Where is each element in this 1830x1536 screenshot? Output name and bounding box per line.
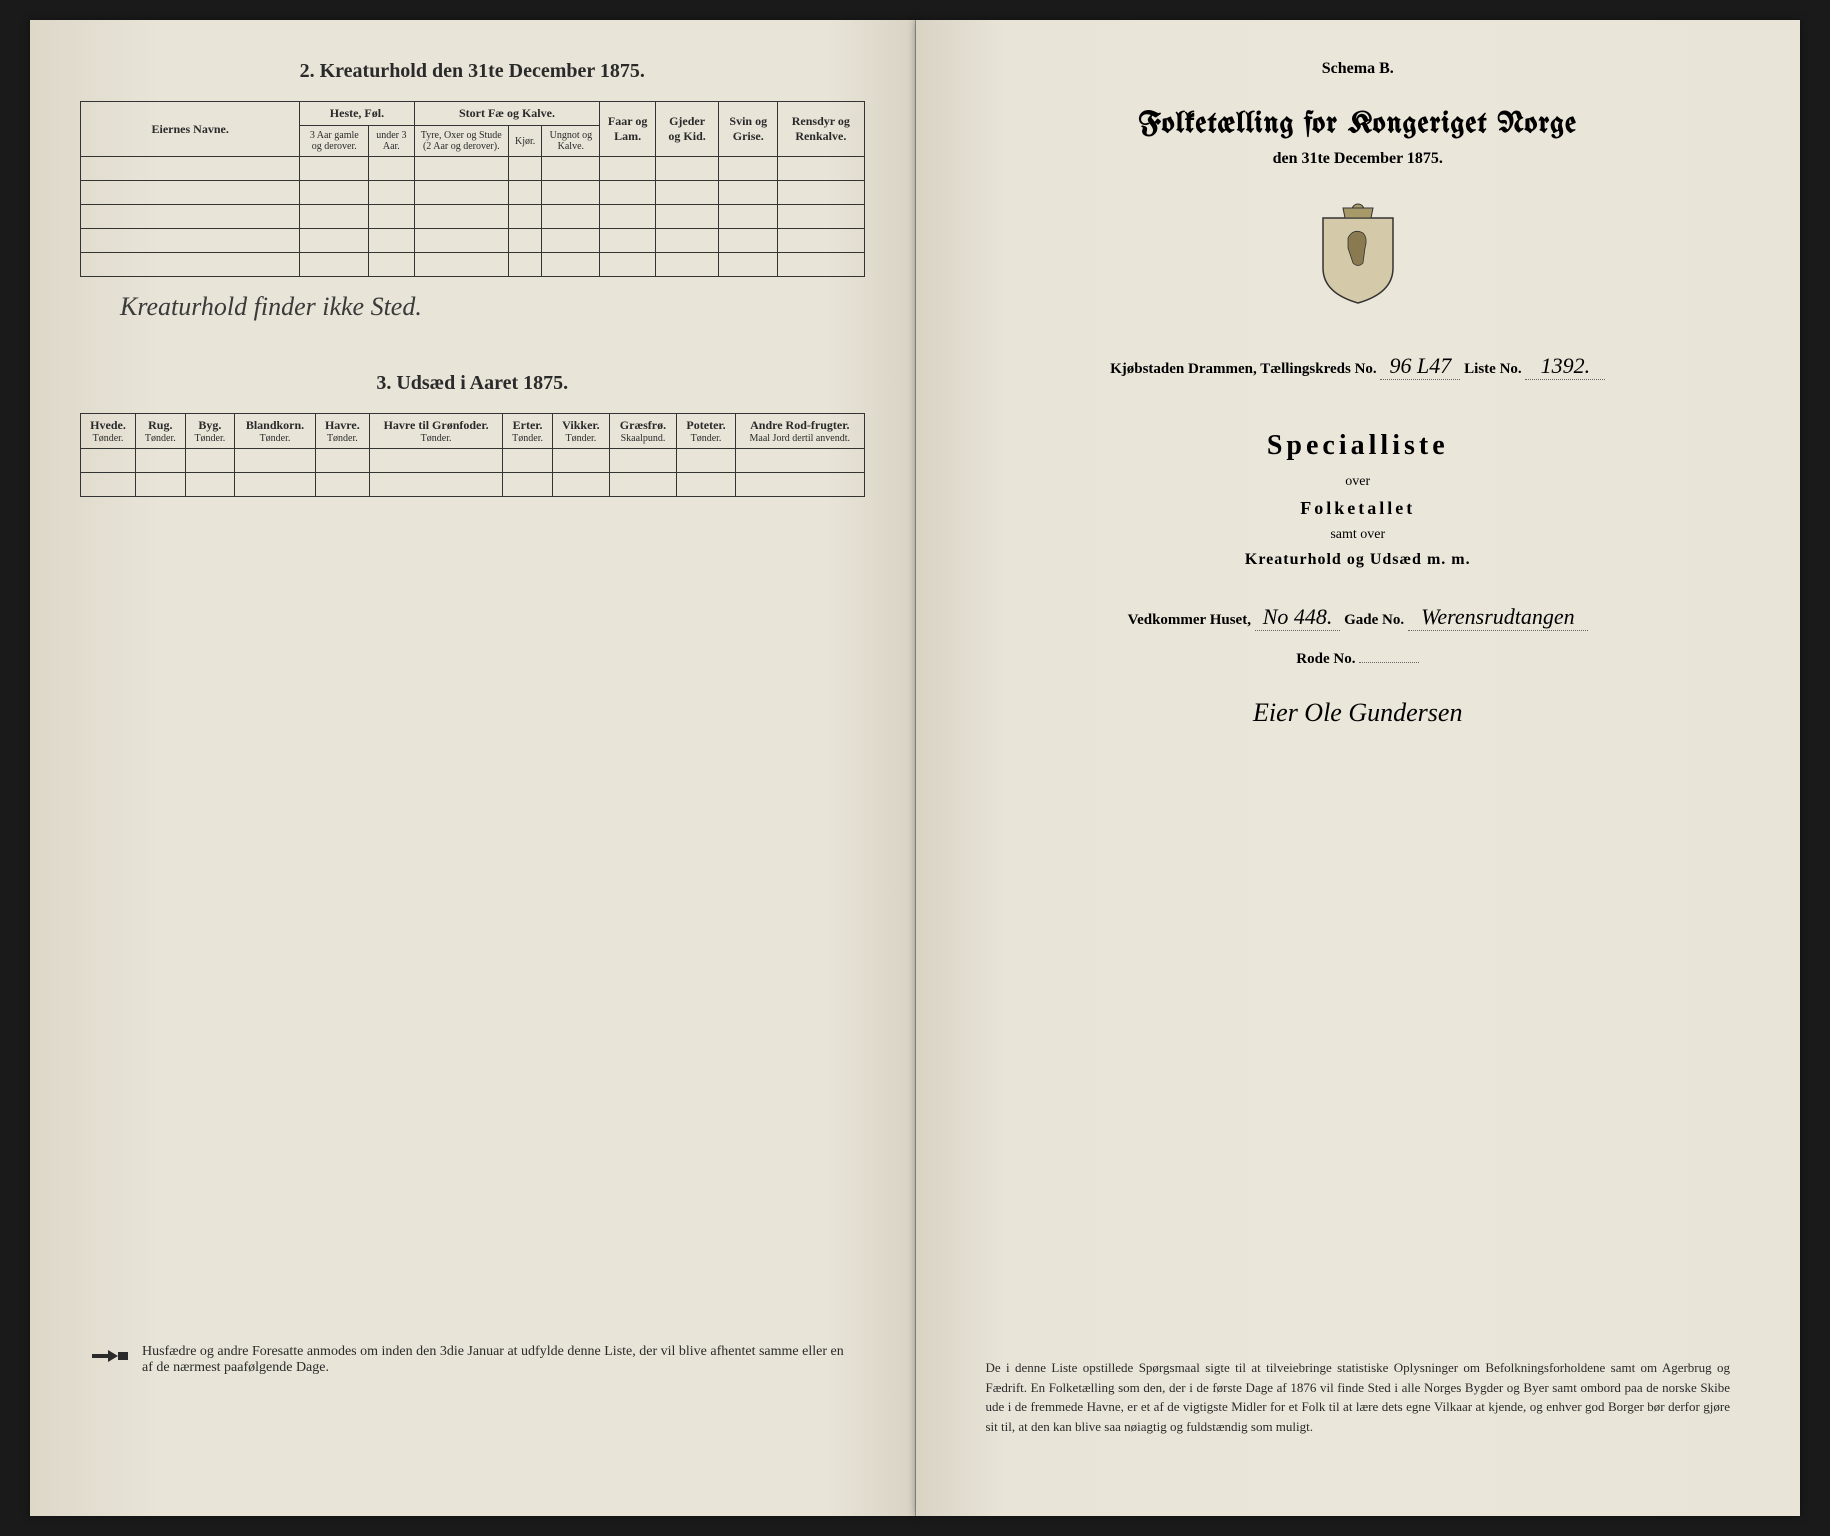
table-cell bbox=[136, 473, 186, 497]
table-cell bbox=[552, 449, 609, 473]
signature-text: Eier Ole Gundersen bbox=[1253, 698, 1462, 727]
section3-title: 3. Udsæd i Aaret 1875. bbox=[80, 372, 865, 395]
schema-label: Schema B. bbox=[966, 60, 1751, 78]
table-cell bbox=[235, 449, 316, 473]
table-cell bbox=[369, 449, 502, 473]
udsaed-col-header: Byg.Tønder. bbox=[185, 414, 235, 449]
kjobstaden-line: Kjøbstaden Drammen, Tællingskreds No. 96… bbox=[966, 353, 1751, 380]
rode-line: Rode No. bbox=[966, 651, 1751, 668]
udsaed-col-header: Poteter.Tønder. bbox=[677, 414, 736, 449]
stortfe-sub1: Tyre, Oxer og Stude (2 Aar og derover). bbox=[414, 126, 508, 157]
samt-over-text: samt over bbox=[966, 527, 1751, 543]
gade-label: Gade No. bbox=[1344, 612, 1404, 628]
heste-sub1: 3 Aar gamle og derover. bbox=[300, 126, 369, 157]
table-cell bbox=[677, 449, 736, 473]
specialliste-title: Specialliste bbox=[966, 430, 1751, 462]
col-faar: Faar og Lam. bbox=[600, 102, 655, 157]
stortfe-sub3: Ungnot og Kalve. bbox=[542, 126, 600, 157]
col-stortfe: Stort Fæ og Kalve. bbox=[414, 102, 600, 126]
table-cell bbox=[736, 449, 864, 473]
table-row bbox=[81, 181, 865, 205]
col-gjeder: Gjeder og Kid. bbox=[655, 102, 718, 157]
udsaed-col-header: Hvede.Tønder. bbox=[81, 414, 136, 449]
folketallet-text: Folketallet bbox=[966, 498, 1751, 519]
coat-of-arms-icon bbox=[966, 198, 1751, 313]
handwritten-note: Kreaturhold finder ikke Sted. bbox=[120, 292, 865, 322]
decree-text: De i denne Liste opstillede Spørgsmaal s… bbox=[986, 1358, 1731, 1436]
taellingskreds-label: Tællingskreds No. bbox=[1260, 361, 1376, 377]
udsaed-table: Hvede.Tønder.Rug.Tønder.Byg.Tønder.Bland… bbox=[80, 413, 865, 497]
table-cell bbox=[609, 449, 676, 473]
udsaed-col-header: Havre til Grønfoder.Tønder. bbox=[369, 414, 502, 449]
kreaturhold-text: Kreaturhold og Udsæd m. m. bbox=[966, 551, 1751, 569]
taellingskreds-value: 96 L47 bbox=[1380, 353, 1460, 380]
gade-value: Werensrudtangen bbox=[1408, 604, 1588, 631]
rode-label: Rode No. bbox=[1296, 651, 1355, 667]
table-cell bbox=[235, 473, 316, 497]
table-row bbox=[81, 229, 865, 253]
rode-value bbox=[1359, 662, 1419, 663]
liste-value: 1392. bbox=[1525, 353, 1605, 380]
table-cell bbox=[609, 473, 676, 497]
table-cell bbox=[369, 473, 502, 497]
footer-text: Husfædre og andre Foresatte anmodes om i… bbox=[142, 1344, 855, 1376]
vedkommer-value: No 448. bbox=[1255, 604, 1341, 631]
vedkommer-line: Vedkommer Huset, No 448. Gade No. Werens… bbox=[966, 604, 1751, 631]
vedkommer-label: Vedkommer Huset, bbox=[1128, 612, 1251, 628]
col-svin: Svin og Grise. bbox=[719, 102, 778, 157]
footer-note: Husfædre og andre Foresatte anmodes om i… bbox=[90, 1344, 855, 1376]
table-cell bbox=[185, 449, 235, 473]
kreaturhold-table: Eiernes Navne. Heste, Føl. Stort Fæ og K… bbox=[80, 101, 865, 277]
table-cell bbox=[503, 449, 553, 473]
table-cell bbox=[736, 473, 864, 497]
sub-title: den 31te December 1875. bbox=[966, 150, 1751, 168]
table-row bbox=[81, 473, 865, 497]
right-page: Schema B. Folketælling for Kongeriget No… bbox=[916, 20, 1801, 1516]
table-row bbox=[81, 205, 865, 229]
left-page: 2. Kreaturhold den 31te December 1875. E… bbox=[30, 20, 916, 1516]
stortfe-sub2: Kjør. bbox=[509, 126, 542, 157]
heste-sub2: under 3 Aar. bbox=[369, 126, 414, 157]
section2-title: 2. Kreaturhold den 31te December 1875. bbox=[80, 60, 865, 83]
udsaed-col-header: Erter.Tønder. bbox=[503, 414, 553, 449]
pointing-hand-icon bbox=[90, 1344, 130, 1368]
col-rensdyr: Rensdyr og Renkalve. bbox=[778, 102, 864, 157]
main-title: Folketælling for Kongeriget Norge bbox=[966, 108, 1751, 140]
udsaed-col-header: Rug.Tønder. bbox=[136, 414, 186, 449]
col-owner: Eiernes Navne. bbox=[81, 102, 300, 157]
signature-line: Eier Ole Gundersen bbox=[966, 698, 1751, 728]
udsaed-col-header: Vikker.Tønder. bbox=[552, 414, 609, 449]
udsaed-col-header: Græsfrø.Skaalpund. bbox=[609, 414, 676, 449]
table-row bbox=[81, 449, 865, 473]
kjobstaden-label: Kjøbstaden Drammen, bbox=[1110, 361, 1257, 377]
table-cell bbox=[315, 449, 369, 473]
table-cell bbox=[677, 473, 736, 497]
section3: 3. Udsæd i Aaret 1875. Hvede.Tønder.Rug.… bbox=[80, 372, 865, 497]
over-text: over bbox=[966, 474, 1751, 490]
table-cell bbox=[503, 473, 553, 497]
udsaed-col-header: Blandkorn.Tønder. bbox=[235, 414, 316, 449]
table-cell bbox=[136, 449, 186, 473]
table-cell bbox=[552, 473, 609, 497]
udsaed-col-header: Andre Rod-frugter.Maal Jord dertil anven… bbox=[736, 414, 864, 449]
table-cell bbox=[81, 449, 136, 473]
col-heste: Heste, Føl. bbox=[300, 102, 414, 126]
table-cell bbox=[185, 473, 235, 497]
table-cell bbox=[81, 473, 136, 497]
liste-label: Liste No. bbox=[1464, 361, 1522, 377]
table-cell bbox=[315, 473, 369, 497]
table-row bbox=[81, 157, 865, 181]
table-row bbox=[81, 253, 865, 277]
udsaed-col-header: Havre.Tønder. bbox=[315, 414, 369, 449]
